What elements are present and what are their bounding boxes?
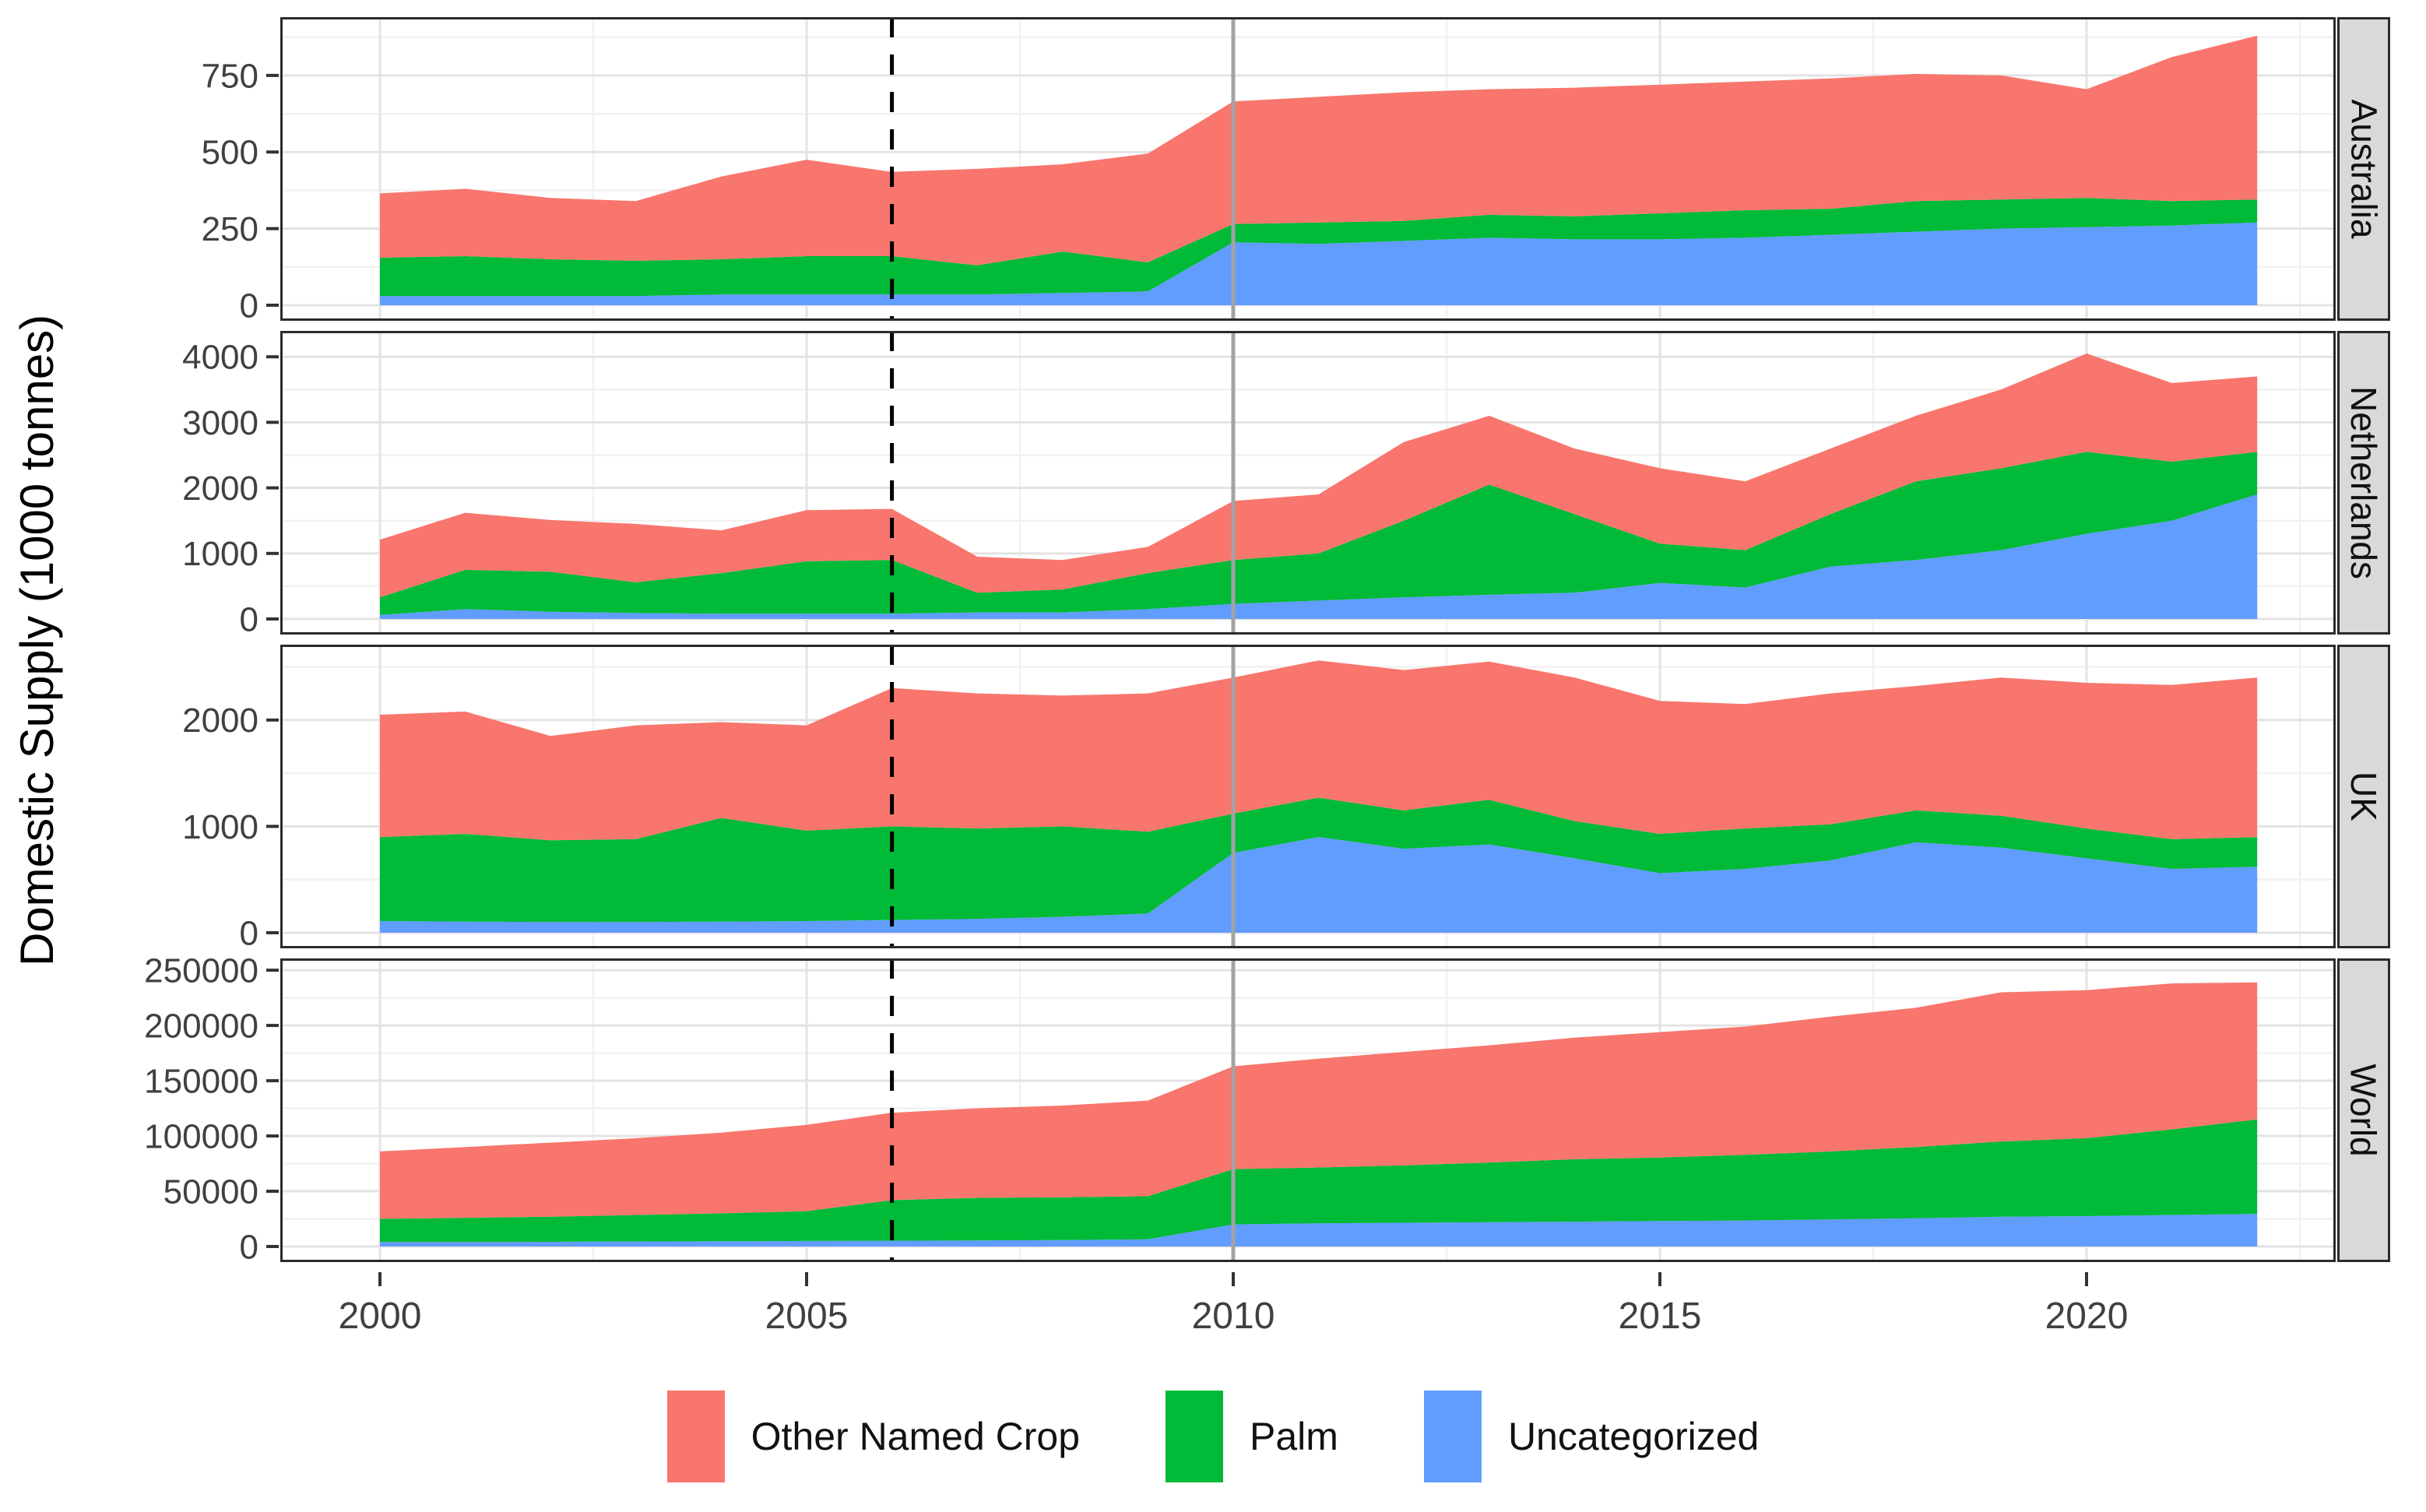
legend-key-uncategorized: [1423, 1391, 1482, 1482]
facet-grid: 0 250 500 750 Australia 0 1000 2000 3000 4000 Neth…: [75, 17, 2390, 1346]
facet-strip-label: Australia: [2343, 99, 2384, 239]
legend-key-palm: [1166, 1391, 1224, 1482]
facet-panel-uk: [280, 645, 2336, 948]
facet-strip-label: UK: [2343, 772, 2384, 821]
y-tick-label: 2000: [182, 701, 258, 740]
legend: Other Named Crop Palm Uncategorized: [0, 1391, 2426, 1482]
area-uncategorized: [380, 1214, 2258, 1247]
area-palm: [380, 1119, 2258, 1243]
legend-label-palm: Palm: [1250, 1415, 1338, 1458]
facet-row-australia: 0 250 500 750 Australia: [75, 17, 2390, 321]
facet-panel-australia: [280, 17, 2336, 321]
y-axis-world: 0 50000 100000 150000 200000 250000: [144, 958, 279, 1262]
area-palm: [380, 452, 2258, 615]
y-tick-label: 0: [240, 287, 258, 321]
area-other-named-crop: [380, 35, 2258, 265]
facet-strip-label: Netherlands: [2343, 385, 2385, 580]
x-tick-label: 2000: [339, 1296, 422, 1337]
area-palm: [380, 797, 2258, 923]
facet-row-uk: 0 1000 2000 UK: [75, 645, 2390, 948]
x-tick-label: 2005: [765, 1296, 849, 1337]
y-tick-label: 0: [240, 1228, 258, 1262]
area-other-named-crop: [380, 660, 2258, 841]
y-axis-title: Domestic Supply (1000 tonnes): [0, 17, 75, 1263]
areas: [380, 35, 2258, 305]
legend-label-uncategorized: Uncategorized: [1507, 1415, 1760, 1458]
facet-panel-netherlands: [280, 331, 2336, 635]
panel-border: [280, 645, 2336, 948]
facet-panel-world: [280, 958, 2336, 1262]
facet-strip-label: World: [2343, 1064, 2385, 1157]
y-axis-australia: 0 250 500 750: [202, 57, 279, 321]
legend-item-palm: Palm: [1166, 1391, 1338, 1482]
y-tick-label: 250: [202, 210, 258, 248]
y-tick-label: 4000: [182, 339, 258, 377]
areas: [380, 982, 2258, 1247]
y-tick-label: 1000: [182, 535, 258, 573]
y-axis-uk: 0 1000 2000: [182, 701, 279, 948]
facet-strip-uk: UK: [2337, 645, 2390, 948]
facet-row-world: 0 50000 100000 150000 200000 250000 World: [75, 958, 2390, 1262]
y-tick-label: 250000: [144, 958, 258, 990]
x-tick-label: 2020: [2045, 1296, 2129, 1337]
y-tick-label: 200000: [144, 1007, 258, 1045]
y-tick-label: 100000: [144, 1117, 258, 1155]
area-other-named-crop: [380, 353, 2258, 598]
areas: [380, 660, 2258, 933]
legend-key-other-named-crop: [666, 1391, 725, 1482]
legend-label-other-named-crop: Other Named Crop: [751, 1415, 1081, 1458]
legend-item-other-named-crop: Other Named Crop: [666, 1391, 1081, 1482]
x-axis: 2000 2005 2010 2015 2020: [75, 1272, 2390, 1346]
panel-border: [280, 331, 2336, 635]
facet-strip-world: World: [2337, 958, 2390, 1262]
y-tick-label: 750: [202, 57, 258, 95]
panel-border: [280, 17, 2336, 321]
y-tick-label: 2000: [182, 469, 258, 508]
x-tick-label: 2010: [1192, 1296, 1275, 1337]
legend-item-uncategorized: Uncategorized: [1423, 1391, 1760, 1482]
y-tick-label: 0: [240, 600, 258, 635]
y-tick-label: 500: [202, 134, 258, 172]
y-axis-title-text: Domestic Supply (1000 tonnes): [11, 314, 64, 966]
x-tick-label: 2015: [1619, 1296, 1702, 1337]
y-tick-label: 150000: [144, 1062, 258, 1100]
facet-strip-australia: Australia: [2337, 17, 2390, 321]
area-uncategorized: [380, 222, 2258, 305]
y-tick-label: 1000: [182, 808, 258, 846]
panel-border: [280, 958, 2336, 1262]
y-tick-label: 50000: [163, 1173, 258, 1211]
y-tick-label: 0: [240, 914, 258, 948]
area-palm: [380, 198, 2258, 297]
area-uncategorized: [380, 494, 2258, 619]
area-uncategorized: [380, 837, 2258, 933]
facet-strip-netherlands: Netherlands: [2337, 331, 2390, 635]
area-other-named-crop: [380, 982, 2258, 1219]
y-tick-label: 3000: [182, 404, 258, 442]
areas: [380, 353, 2258, 619]
y-axis-netherlands: 0 1000 2000 3000 4000: [182, 339, 279, 635]
x-axis-svg: 2000 2005 2010 2015 2020: [339, 1272, 2129, 1337]
facet-row-netherlands: 0 1000 2000 3000 4000 Netherlands: [75, 331, 2390, 635]
